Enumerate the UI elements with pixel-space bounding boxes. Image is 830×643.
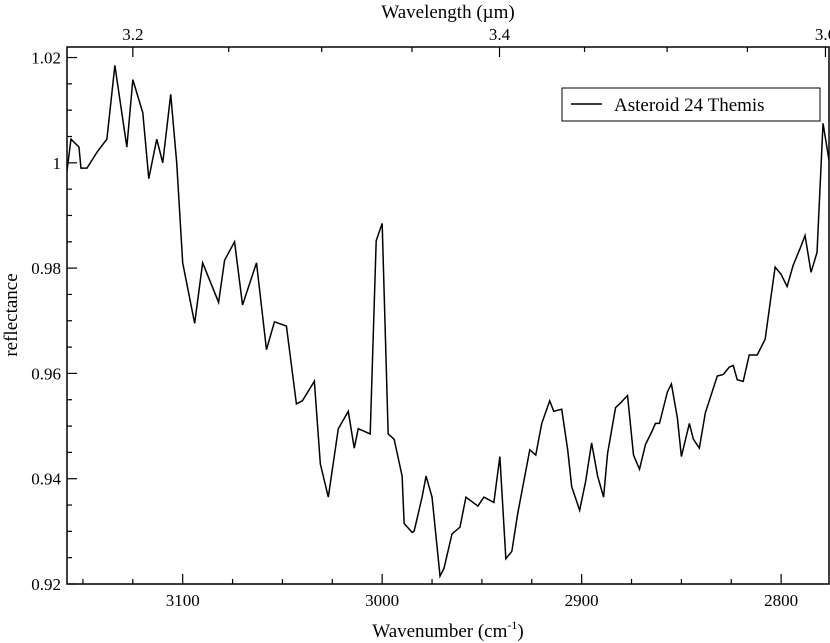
y-tick-label: 1.02 — [31, 49, 61, 68]
x-tick-label: 2800 — [764, 591, 798, 610]
plot-frame — [66, 46, 830, 585]
x-tick-label: 2900 — [565, 591, 599, 610]
x-tick-label: 3100 — [166, 591, 200, 610]
top-axis-label: Wavelength (µm) — [381, 2, 514, 23]
x-tick-label: 3000 — [365, 591, 399, 610]
legend: Asteroid 24 Themis — [561, 87, 821, 122]
y-tick-label: 0.94 — [31, 470, 61, 489]
axis-tick-labels: 3100 3000 2900 2800 3.2 3.4 3.6 0.92 0.94 0.96 0.9… — [31, 25, 830, 610]
y-tick-label: 1 — [53, 154, 62, 173]
x2-tick-label: 3.4 — [489, 25, 511, 44]
y-tick-label: 0.98 — [31, 259, 61, 278]
y-axis-label: reflectance — [1, 273, 22, 356]
legend-label-asteroid-24-themis: Asteroid 24 Themis — [614, 95, 765, 116]
x2-tick-label: 3.6 — [815, 25, 830, 44]
series-line-asteroid-24-themis — [67, 65, 829, 579]
y-tick-label: 0.92 — [31, 575, 61, 594]
plot-area — [67, 65, 829, 579]
axis-ticks — [67, 47, 827, 585]
bottom-axis-label: Wavenumber (cm-1) — [372, 618, 523, 642]
legend-box — [561, 87, 821, 122]
x2-tick-label: 3.2 — [122, 25, 143, 44]
y-tick-label: 0.96 — [31, 364, 61, 383]
